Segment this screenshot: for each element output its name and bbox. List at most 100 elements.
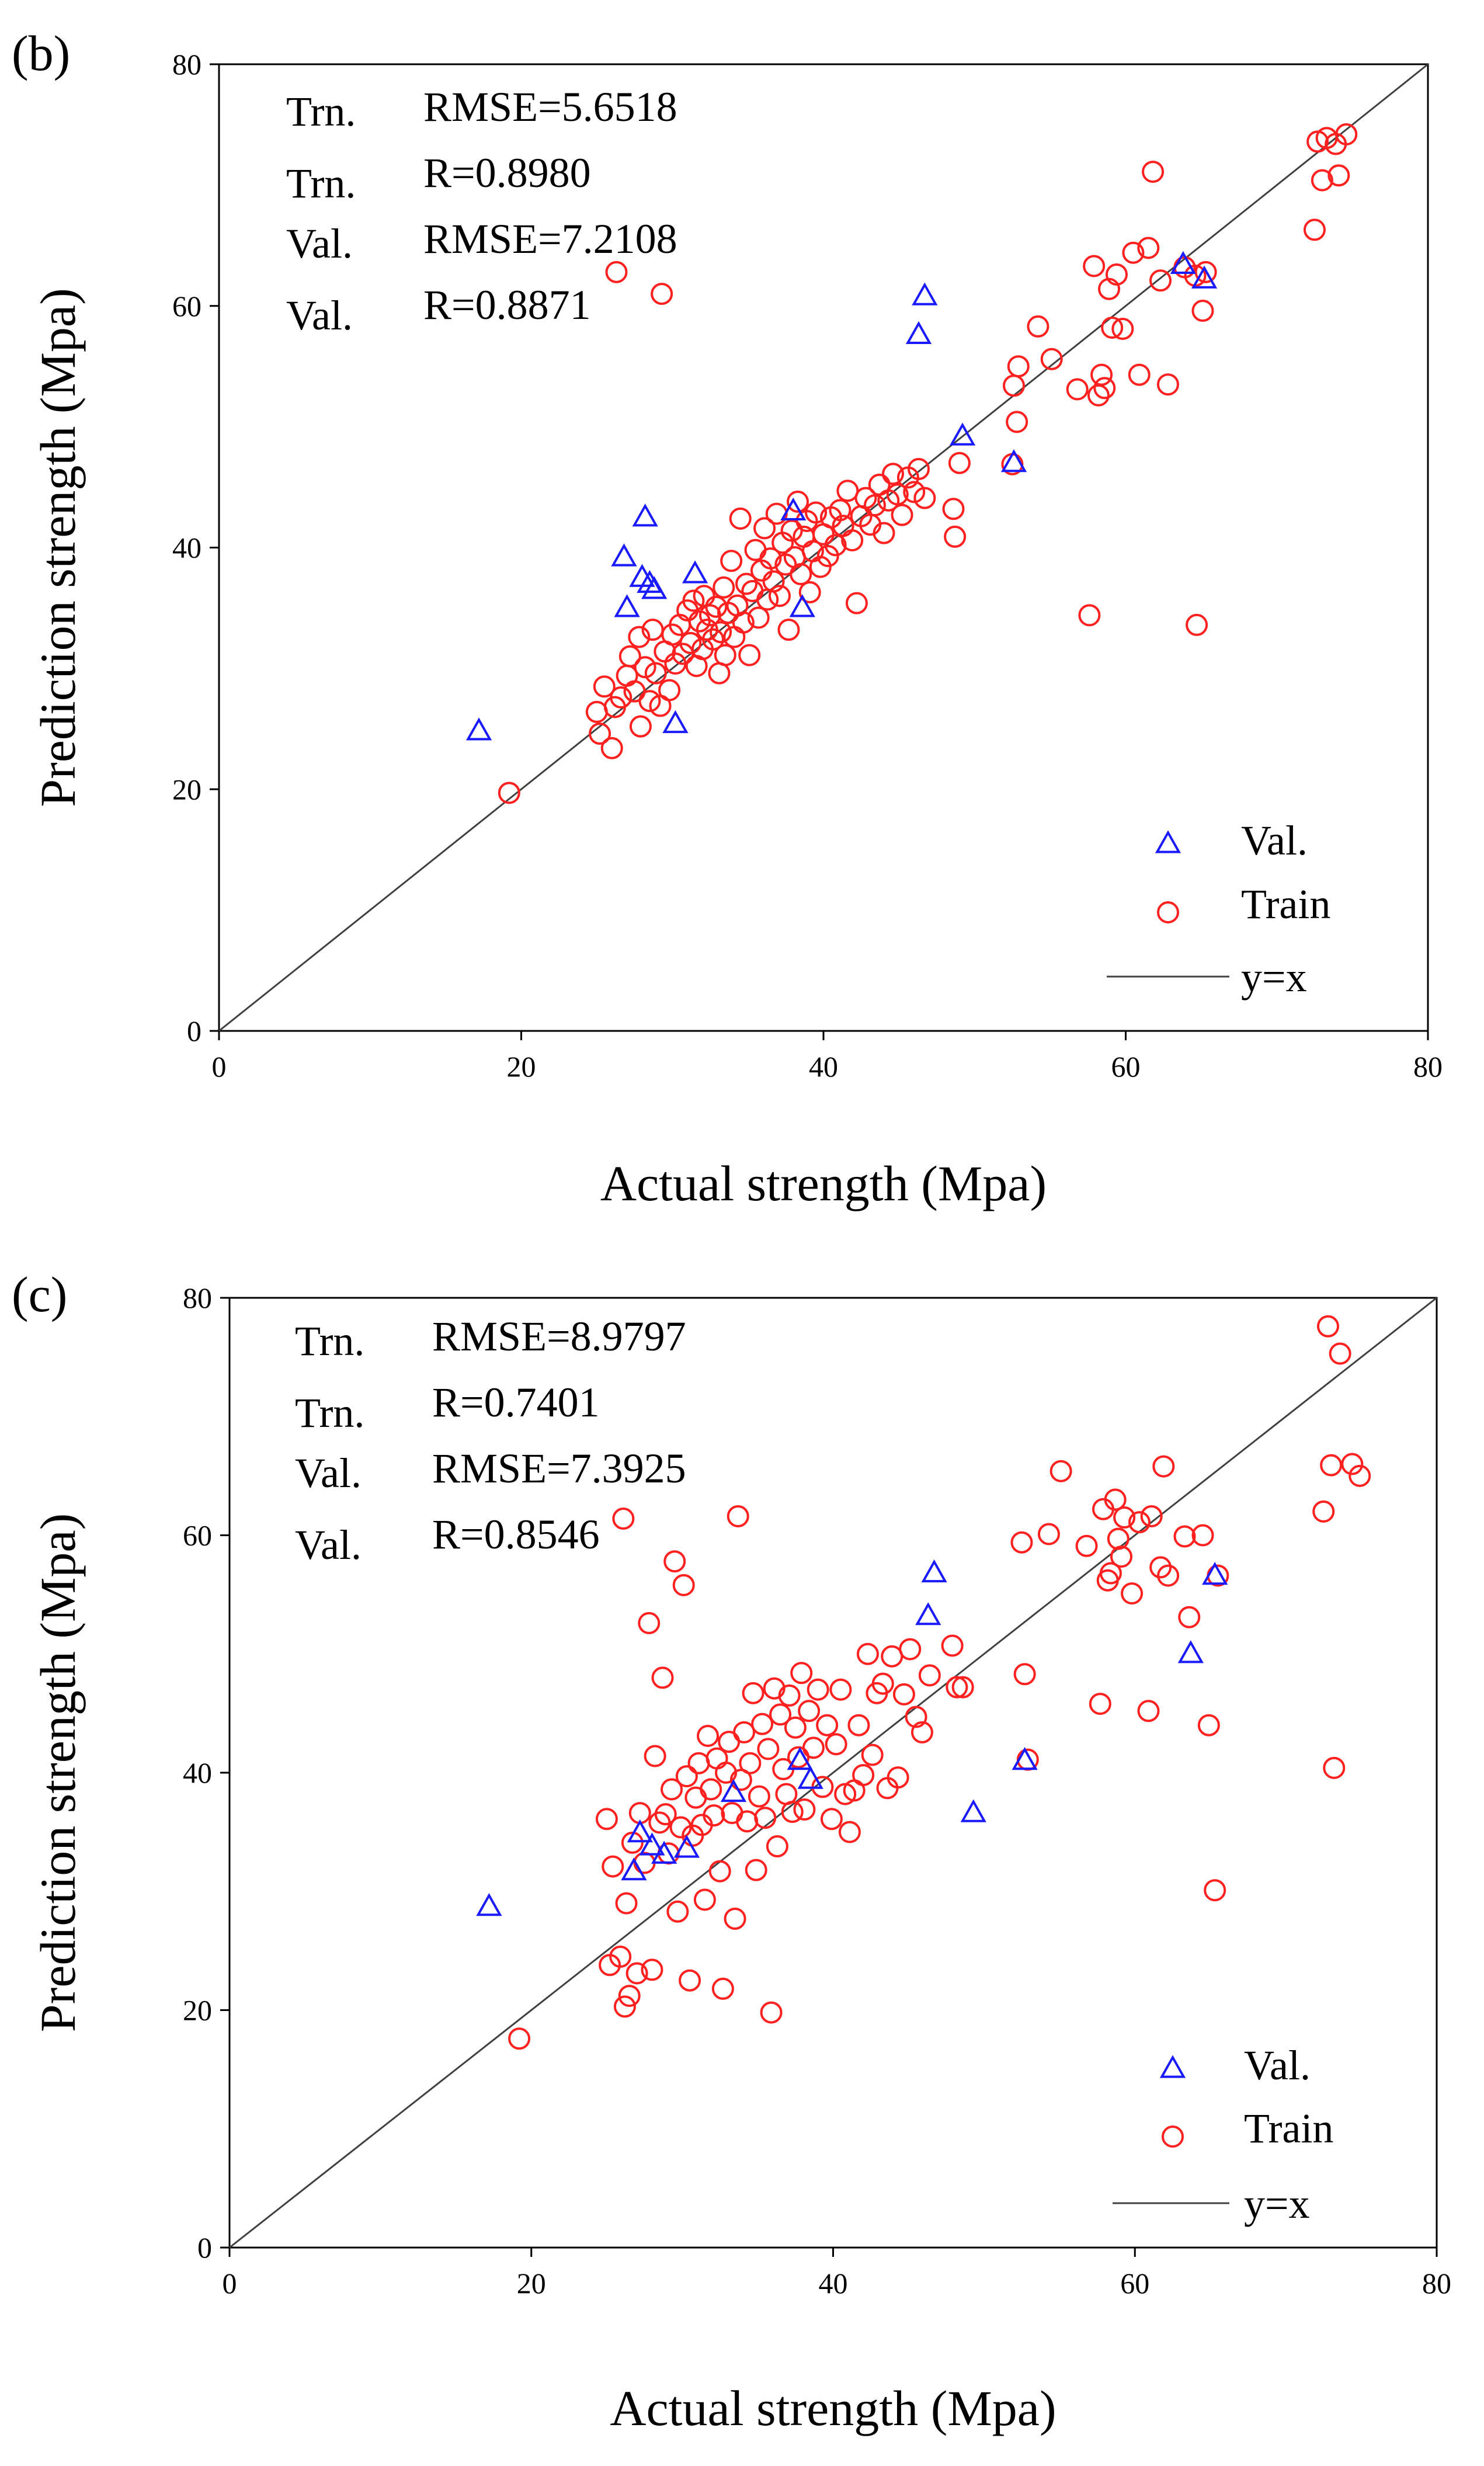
train-point [644,662,667,685]
train-point [1173,1525,1196,1548]
legend-train-label: Train [1244,2105,1333,2152]
train-point [651,283,673,305]
train-point [820,1808,843,1831]
train-point [784,1716,807,1739]
val-point [1170,251,1196,275]
train-point [658,679,681,701]
val-point [673,1835,700,1858]
train-point [1335,123,1358,145]
train-point [1083,255,1106,277]
train-point [838,1821,861,1843]
val-point [476,1893,502,1916]
train-point [1007,355,1030,378]
train-point [682,589,705,612]
train-point [1320,1454,1343,1477]
metric-value: RMSE=8.9797 [432,1313,686,1360]
x-tick-label: 20 [517,2267,546,2300]
train-point [1078,604,1101,627]
val-point [1177,1640,1204,1663]
train-point [675,1765,698,1788]
metric-value: R=0.8546 [432,1511,600,1558]
train-point [732,611,755,634]
val-point [1000,449,1027,473]
val-point [651,1840,677,1864]
metric-value: RMSE=7.3925 [432,1445,686,1492]
train-point [768,585,791,607]
val-point [921,1559,947,1583]
train-point [946,1676,968,1699]
metric-value: RMSE=5.6518 [423,84,677,130]
train-point [798,581,821,604]
train-point [816,544,839,567]
train-point [618,1985,641,2007]
metric-set-label: Trn. [295,1318,364,1364]
train-point [1006,411,1028,433]
train-point [861,1743,884,1766]
train-point [1323,1756,1346,1779]
val-point [639,1832,665,1856]
val-point [915,1602,941,1626]
train-point [845,592,868,614]
train-point [1122,241,1145,264]
val-point [627,1819,653,1843]
y-tick-label: 80 [172,48,201,81]
train-point [887,1766,909,1789]
train-point [735,572,758,595]
x-tick-label: 80 [1413,1050,1443,1083]
legend-val-label: Val. [1241,817,1308,864]
train-point [1111,318,1134,341]
train-point [1099,1562,1122,1585]
train-point [1107,1527,1129,1550]
x-tick-label: 60 [1111,1050,1141,1083]
y-tick-label: 20 [183,1994,212,2027]
train-point [1149,269,1172,292]
metric-set-label: Trn. [286,88,356,135]
val-point [611,543,637,567]
metric-set-label: Val. [295,1450,362,1496]
train-point [847,1714,870,1736]
train-point [711,1977,734,2000]
train-point [634,656,656,679]
train-point [702,628,725,651]
train-point [754,1807,777,1829]
train-point [610,686,632,709]
reference-line-y-eq-x [229,1297,1437,2249]
train-point [724,1907,746,1930]
train-point [1194,261,1217,283]
train-point [498,782,520,804]
train-point [798,1700,821,1722]
train-point [1093,377,1116,400]
metric-set-label: Val. [286,292,353,339]
train-point [609,1946,632,1968]
train-point [1113,1506,1136,1529]
train-point [825,1733,847,1756]
train-point [1142,161,1165,183]
train-point [1311,169,1333,192]
val-point [797,1766,823,1789]
train-point [703,1804,725,1827]
train-point [1327,164,1350,187]
train-point [738,644,761,666]
train-point [713,576,735,599]
train-point [1105,263,1128,286]
train-point [805,501,828,524]
train-point [1140,1505,1163,1527]
train-point [873,522,895,544]
train-point [816,1714,839,1736]
y-axis-label: Prediction strength (Mpa) [30,288,86,807]
train-point [679,631,702,654]
x-axis-label: Actual strength (Mpa) [600,1155,1047,1211]
panel-b: 0 20 40 60 80 0 20 40 60 80 Actual strength (Mpa) P… [12,25,1443,1211]
train-point [651,1666,674,1689]
train-point [613,1995,636,2018]
train-point [856,1642,879,1665]
train-point [727,1505,749,1527]
legend-train-label: Train [1241,881,1330,928]
train-point [1037,1523,1060,1545]
train-point [944,525,967,548]
panel-label: (b) [12,25,70,81]
train-point [714,644,736,666]
train-point [951,1676,974,1699]
train-point [910,1721,933,1743]
